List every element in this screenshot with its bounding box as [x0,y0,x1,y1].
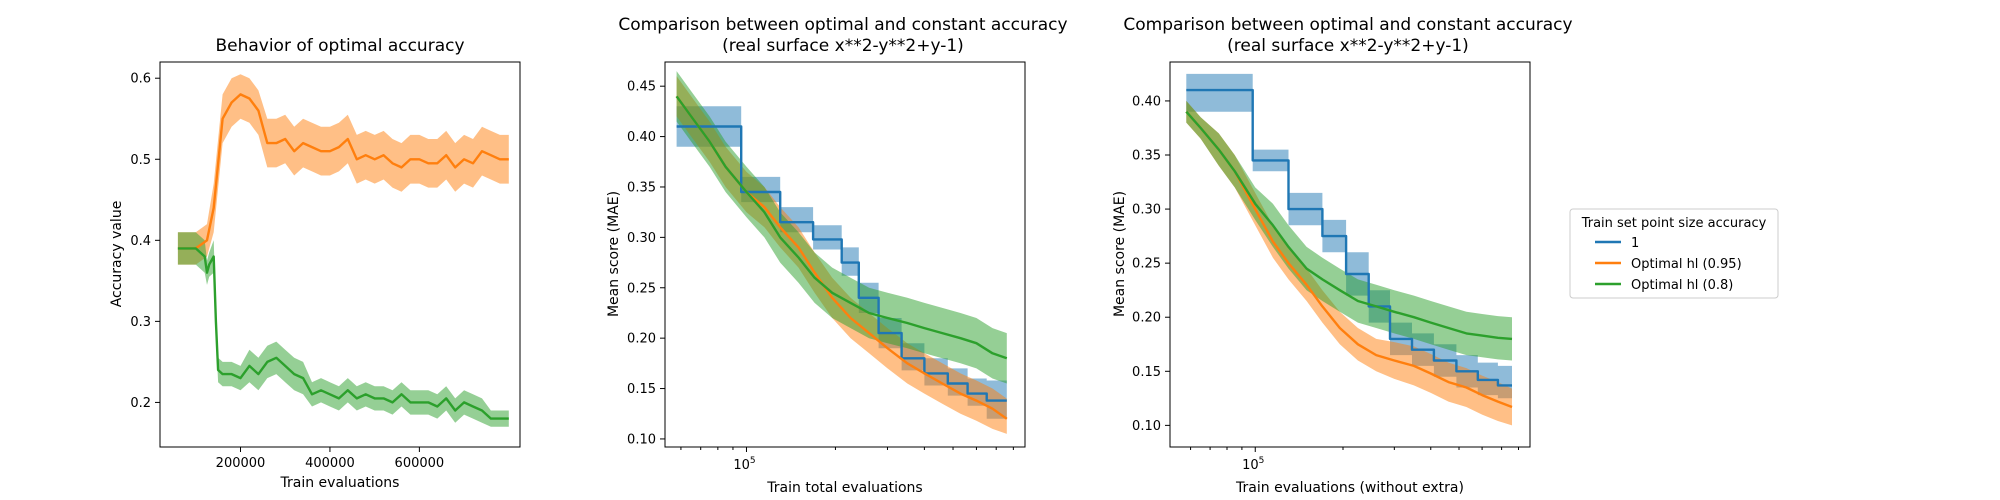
subplot-2-ylabel: Mean score (MAE) [606,191,622,317]
data-layer [1185,73,1513,426]
plot-frame [1169,61,1531,448]
subplot-3-xlabel: Train evaluations (without extra) [1235,480,1464,496]
data-layer [675,71,1008,434]
legend-frame [1569,208,1779,299]
subplot-2-plot: 0.10 0.15 0.20 0.25 0.30 0.35 0.40 0.45 105 [627,61,1026,473]
y-tick-label: 0.20 [627,332,656,347]
legend-label-3: Optimal hl (0.8) [1631,278,1733,293]
series-line-optimal-hl-0-8- [675,95,1008,360]
legend-title: Train set point size accuracy [1581,216,1767,231]
x-tick-label: 600000 [395,456,445,471]
plot-frame [159,61,521,448]
series-line-optimal-hl-0-95- [177,93,509,250]
y-tick-label: 0.45 [627,80,656,95]
y-tick-label: 0.2 [130,396,151,411]
subplot-1-title: Behavior of optimal accuracy [215,36,464,56]
x-tick-label: 400000 [305,456,355,471]
subplot-2-subtitle: (real surface x**2-y**2+y-1) [722,36,964,56]
plot-frame [664,61,1026,448]
y-tick-label: 0.25 [627,281,656,296]
x-tick-label: 200000 [216,456,266,471]
y-tick-label: 0.5 [130,153,151,168]
subplot-3-title: Comparison between optimal and constant … [1123,15,1572,35]
y-tick-label: 0.15 [627,382,656,397]
series-line-optimal-hl-0-8- [177,247,509,420]
y-tick-label: 0.40 [627,130,656,145]
y-tick-label: 0.30 [1132,203,1161,218]
legend-entry: Optimal hl (0.95) [1595,257,1742,272]
y-tick-label: 0.10 [1132,419,1161,434]
series-line-1 [1186,88,1512,387]
legend: Train set point size accuracy 1 Optimal … [1569,208,1779,299]
x-tick-label: 105 [733,456,755,473]
y-tick-label: 0.15 [1132,365,1161,380]
y-tick-label: 0.25 [1132,257,1161,272]
subplot-2-xlabel: Train total evaluations [766,480,922,496]
subplot-accuracy: Behavior of optimal accuracy 0.20.30.40.… [109,36,521,491]
legend-entry: 1 [1595,236,1639,251]
y-tick-label: 0.35 [1132,149,1161,164]
subplot-1-plot: 0.2 0.3 0.4 0.5 0.6 200000 400000 600000 [130,61,521,471]
subplot-total-evaluations: Comparison between optimal and constant … [606,15,1068,496]
band-1 [1186,73,1512,399]
series-line-optimal-hl-0-8- [1185,110,1513,341]
legend-label-1: 1 [1631,236,1639,251]
subplot-2-title: Comparison between optimal and constant … [618,15,1067,35]
band-optimal-hl-0-8- [177,232,509,427]
subplot-evaluations-without-extra: Comparison between optimal and constant … [1112,15,1573,496]
band-optimal-hl-0-95- [676,76,1007,434]
band-optimal-hl-0-8- [676,71,1007,384]
subplot-3-plot: 0.10 0.15 0.20 0.25 0.30 0.35 0.40 105 [1132,61,1531,473]
y-tick-label: 0.40 [1132,94,1161,109]
y-tick-label: 0.20 [1132,311,1161,326]
subplot-3-subtitle: (real surface x**2-y**2+y-1) [1227,36,1469,56]
y-tick-label: 0.30 [627,231,656,246]
legend-entry: Optimal hl (0.8) [1595,278,1733,293]
data-layer [177,74,509,427]
subplot-1-ylabel: Accuracy value [109,201,125,308]
y-tick-label: 0.10 [627,432,656,447]
legend-label-2: Optimal hl (0.95) [1631,257,1742,272]
subplot-1-xlabel: Train evaluations [280,475,400,491]
y-tick-label: 0.3 [130,315,151,330]
y-tick-label: 0.6 [130,72,151,87]
subplot-3-ylabel: Mean score (MAE) [1112,191,1128,317]
x-tick-label: 105 [1242,456,1264,473]
y-tick-label: 0.4 [130,234,151,249]
y-tick-label: 0.35 [627,180,656,195]
